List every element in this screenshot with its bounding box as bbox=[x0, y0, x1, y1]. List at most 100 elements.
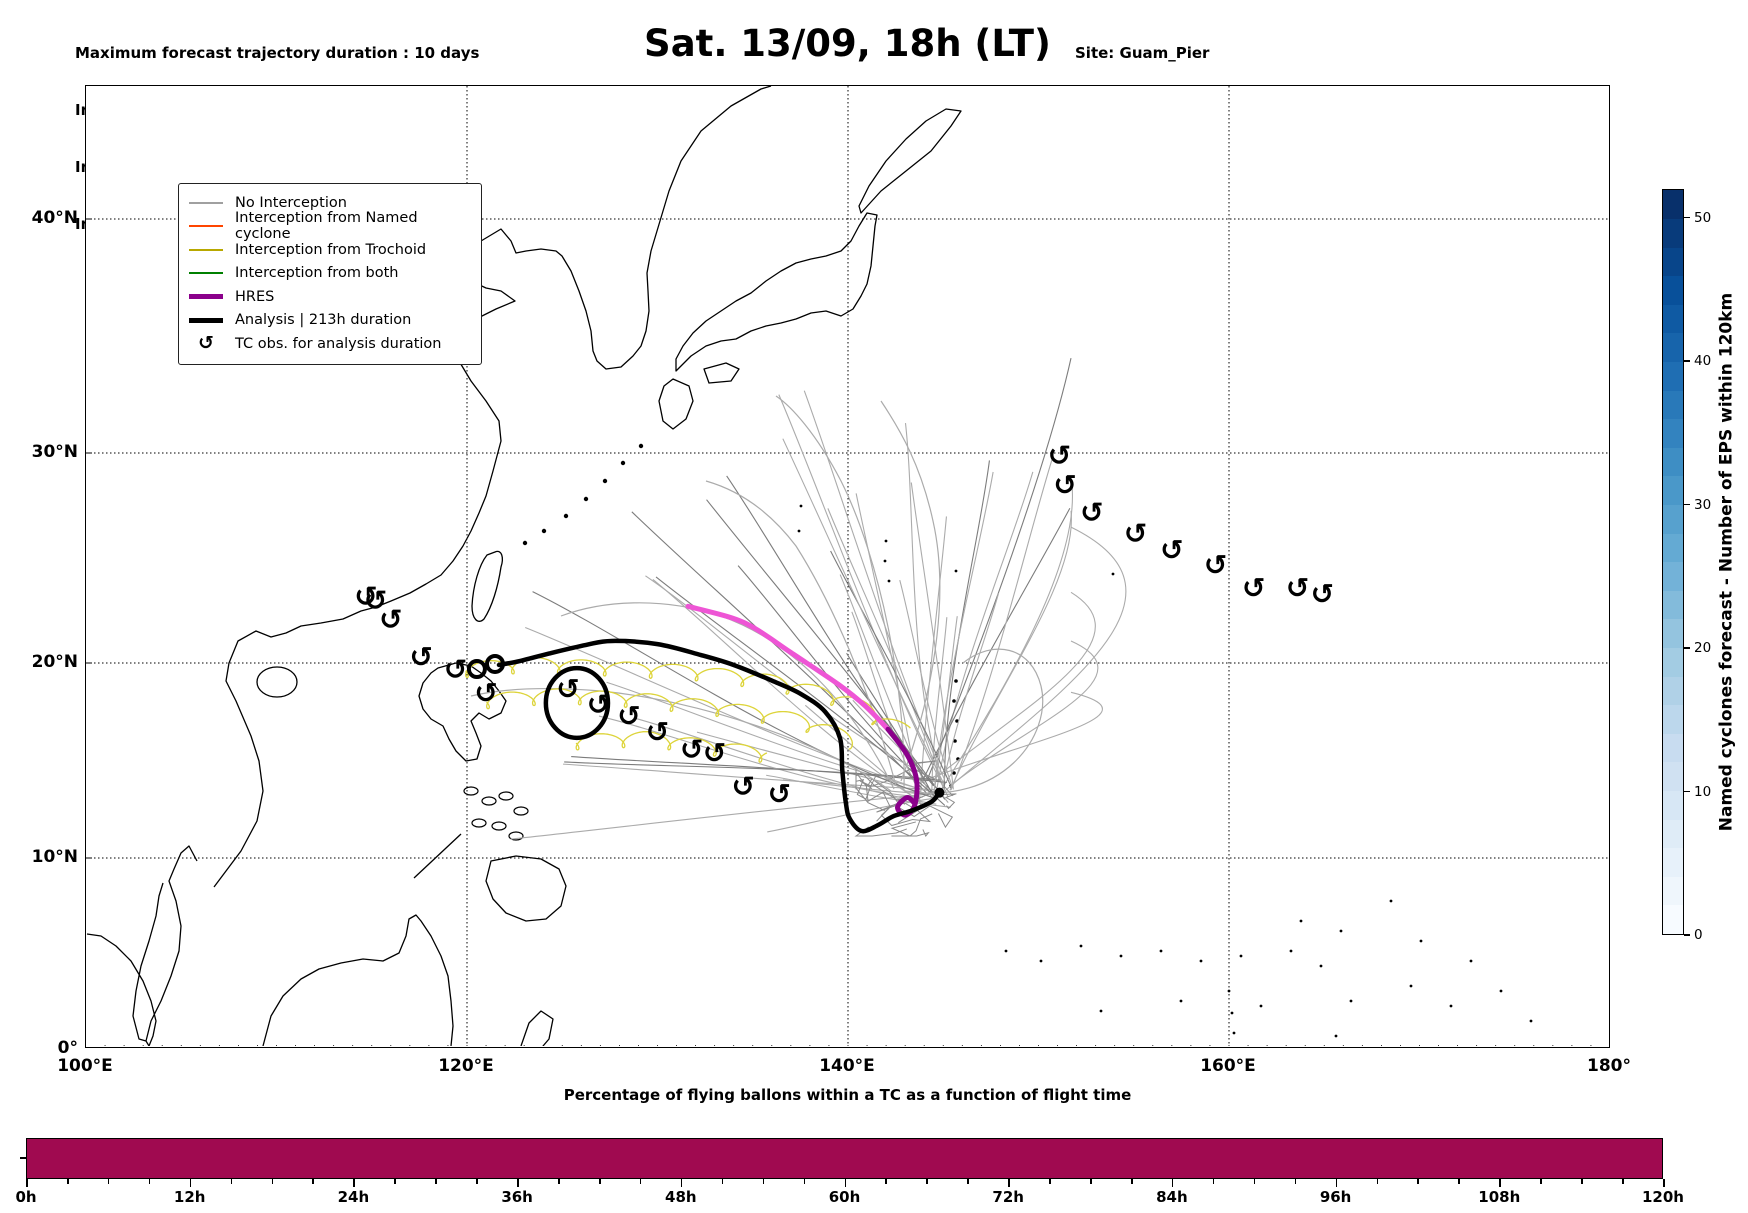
analysis-track bbox=[466, 638, 942, 834]
coast-sulawesi-tip bbox=[520, 1010, 554, 1046]
lat-tick-label: 40°N bbox=[31, 208, 78, 228]
flight-time-tick bbox=[1171, 1179, 1174, 1187]
colorbar-band bbox=[1663, 819, 1683, 849]
colorbar-tick-label: 50 bbox=[1694, 209, 1712, 226]
legend-item-label: Analysis | 213h duration bbox=[235, 312, 412, 329]
legend-item-2: Interception from Trochoid bbox=[189, 238, 471, 262]
colorbar-band bbox=[1663, 247, 1683, 277]
svg-text:↺: ↺ bbox=[1124, 517, 1147, 550]
lat-tick-label: 10°N bbox=[31, 847, 78, 867]
legend-line-swatch bbox=[189, 248, 223, 251]
flight-time-tick-label: 60h bbox=[828, 1188, 861, 1206]
coast-taiwan bbox=[471, 550, 503, 622]
flight-time-tick bbox=[1499, 1179, 1501, 1187]
eps-colorbar bbox=[1662, 189, 1684, 935]
flight-time-tick bbox=[271, 1179, 274, 1184]
colorbar-tick-label: 30 bbox=[1694, 496, 1712, 513]
flight-time-tick bbox=[1294, 1179, 1297, 1184]
flight-time-tick bbox=[598, 1179, 601, 1184]
svg-text:↺: ↺ bbox=[1242, 571, 1265, 604]
svg-text:↺: ↺ bbox=[1048, 439, 1071, 472]
flight-time-tick bbox=[148, 1179, 151, 1184]
flight-time-tick bbox=[967, 1179, 969, 1184]
svg-text:↺: ↺ bbox=[617, 700, 640, 733]
colorbar-band bbox=[1663, 618, 1683, 648]
coast-hokkaido bbox=[858, 108, 962, 214]
coast-luzon bbox=[418, 662, 507, 762]
flight-time-tick bbox=[230, 1179, 233, 1184]
lat-tick-label: 0° bbox=[57, 1038, 78, 1058]
lon-tick-label: 100°E bbox=[57, 1056, 113, 1076]
legend-item-5: Analysis | 213h duration bbox=[189, 309, 471, 333]
lat-tick-label: 30°N bbox=[31, 442, 78, 462]
flight-time-tick bbox=[1090, 1179, 1092, 1184]
tc-observation-markers: ↺↺↺↺ ↺↺ ↺ ↺ ↺ ↺↺ ↺↺ ↺↺↺↺↺↺ ↺↺ ↺ ↺ bbox=[354, 439, 1334, 811]
colorbar-band bbox=[1663, 904, 1683, 934]
flight-time-tick-label: 0h bbox=[15, 1188, 37, 1206]
coast-honshu bbox=[675, 212, 878, 372]
flight-time-tick bbox=[1581, 1179, 1583, 1184]
colorbar-band bbox=[1663, 704, 1683, 734]
flight-time-tick bbox=[476, 1179, 478, 1184]
svg-text:↺: ↺ bbox=[680, 733, 703, 766]
coast-kyushu bbox=[658, 378, 694, 430]
svg-text:↺: ↺ bbox=[556, 672, 579, 705]
map-legend: No Interception Interception from Named c… bbox=[178, 183, 482, 365]
flight-time-tick bbox=[517, 1179, 519, 1187]
svg-text:↺: ↺ bbox=[703, 737, 726, 770]
lon-tick-label: 140°E bbox=[819, 1056, 875, 1076]
coastlines bbox=[86, 86, 962, 1046]
site-marker bbox=[934, 787, 945, 798]
flight-time-tick bbox=[558, 1179, 560, 1184]
legend-line-swatch bbox=[189, 225, 223, 228]
coast-malay-peninsula bbox=[132, 845, 198, 1046]
flight-time-tick bbox=[394, 1179, 396, 1184]
colorbar-band bbox=[1663, 876, 1683, 906]
colorbar-tick bbox=[1684, 216, 1690, 219]
legend-item-label: TC obs. for analysis duration bbox=[235, 335, 442, 352]
flight-time-tick bbox=[1008, 1179, 1010, 1187]
svg-text:↺: ↺ bbox=[1204, 548, 1227, 581]
flight-time-tick bbox=[189, 1179, 192, 1187]
svg-text:↺: ↺ bbox=[1286, 571, 1309, 604]
legend-item-3: Interception from both bbox=[189, 262, 471, 286]
coast-palawan bbox=[413, 833, 462, 879]
flight-time-tick bbox=[1417, 1179, 1420, 1184]
flight-time-tick-label: 84h bbox=[1156, 1188, 1188, 1206]
colorbar-band bbox=[1663, 790, 1683, 820]
colorbar-band bbox=[1663, 275, 1683, 305]
colorbar-band bbox=[1663, 761, 1683, 791]
colorbar-band bbox=[1663, 533, 1683, 563]
colorbar-band bbox=[1663, 590, 1683, 620]
flight-time-tick bbox=[1663, 1179, 1665, 1187]
svg-text:↺: ↺ bbox=[364, 584, 387, 617]
colorbar-tick-label: 0 bbox=[1694, 927, 1703, 943]
colorbar-band bbox=[1663, 304, 1683, 334]
flight-time-tick bbox=[1253, 1179, 1256, 1184]
legend-item-label: No Interception bbox=[235, 194, 347, 211]
flight-time-tick bbox=[1130, 1179, 1133, 1184]
flight-time-tick-label: 96h bbox=[1319, 1188, 1352, 1206]
flight-time-tick-label: 12h bbox=[173, 1188, 206, 1206]
colorbar-tick bbox=[1684, 934, 1690, 936]
legend-item-label: Interception from Trochoid bbox=[235, 241, 427, 258]
lon-tick-label: 160°E bbox=[1200, 1056, 1256, 1076]
legend-item-label: HRES bbox=[235, 288, 275, 305]
colorbar-band bbox=[1663, 647, 1683, 677]
flight-time-tick bbox=[26, 1179, 28, 1187]
max-duration-line: Maximum forecast trajectory duration : 1… bbox=[75, 44, 480, 62]
svg-text:↺: ↺ bbox=[731, 770, 754, 803]
flight-time-tick bbox=[312, 1179, 315, 1184]
svg-text:↺: ↺ bbox=[444, 653, 467, 686]
balloon-bar-title: Percentage of flying ballons within a TC… bbox=[563, 1086, 1132, 1104]
balloon-bar-ytick bbox=[20, 1157, 26, 1159]
legend-line-swatch bbox=[189, 272, 223, 275]
colorbar-band bbox=[1663, 390, 1683, 420]
legend-item-0: No Interception bbox=[189, 191, 471, 215]
flight-time-tick bbox=[1458, 1179, 1460, 1184]
trajectory-map: ↺ ↺ ↺ ↺ ↺ ↺ ↺ ↺ ↺ ↺ ↺ ↺ ↺ ↺ ↺ ↺ ↺ ↺ ↺ ↺ ↺ ↺ ↺ No Interception I… bbox=[85, 85, 1610, 1048]
small-islands bbox=[463, 443, 1533, 1038]
flight-time-tick-label: 120h bbox=[1642, 1188, 1684, 1206]
svg-text:↺: ↺ bbox=[646, 715, 669, 748]
